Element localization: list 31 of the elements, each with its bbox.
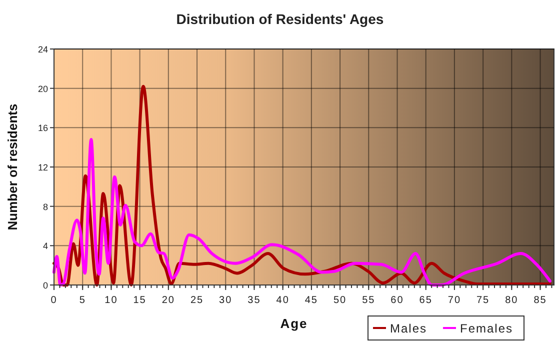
y-tick-label: 8	[42, 202, 48, 212]
x-tick-label: 35	[248, 295, 261, 306]
x-tick-label: 45	[304, 295, 318, 306]
x-tick-label: 80	[505, 295, 518, 306]
x-tick-label: 50	[333, 295, 347, 306]
legend-label: Males	[390, 322, 428, 336]
x-tick-label: 10	[104, 295, 118, 306]
x-tick-label: 30	[219, 295, 232, 306]
legend-label: Females	[460, 322, 514, 336]
chart-title: Distribution of Residents' Ages	[176, 11, 384, 27]
x-tick-label: 85	[534, 295, 547, 306]
y-tick-label: 12	[38, 162, 48, 172]
x-tick-label: 20	[162, 295, 175, 306]
y-tick-label: 24	[38, 44, 48, 54]
x-tick-label: 60	[390, 295, 404, 306]
y-tick-label: 0	[42, 280, 48, 290]
x-tick-label: 25	[190, 295, 204, 306]
x-tick-label: 5	[79, 295, 86, 306]
x-tick-label: 0	[50, 295, 58, 306]
y-tick-label: 4	[42, 241, 48, 252]
x-tick-label: 15	[133, 295, 146, 306]
x-tick-label: 40	[276, 295, 290, 306]
line-series	[52, 138, 552, 286]
x-tick-label: 70	[448, 295, 462, 306]
x-tick-label: 55	[362, 295, 376, 306]
y-axis-title: Number of residents	[5, 104, 20, 230]
x-tick-label: 65	[419, 295, 432, 306]
x-axis-title: Age	[280, 316, 308, 331]
y-tick-label: 16	[38, 123, 48, 134]
x-tick-label: 75	[476, 295, 490, 306]
y-tick-label: 20	[38, 84, 48, 94]
